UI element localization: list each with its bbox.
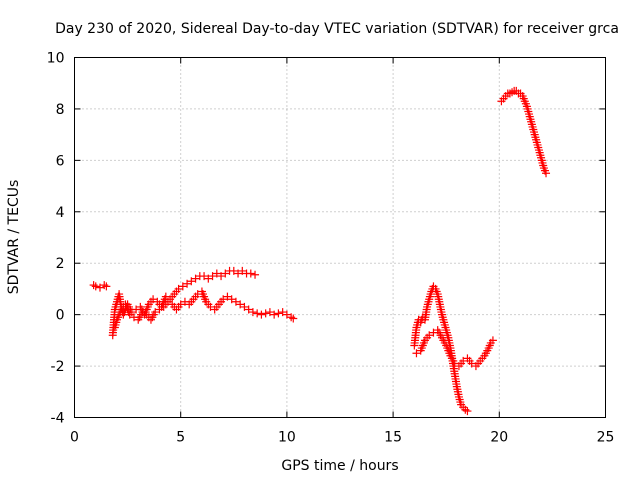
data-point [221, 269, 230, 278]
data-point [155, 305, 164, 314]
data-point [278, 308, 287, 317]
x-tick-label: 0 [70, 430, 79, 446]
data-point [234, 269, 243, 278]
grid [74, 57, 606, 418]
data-point [149, 295, 158, 304]
data-point [223, 292, 232, 301]
data-point [102, 282, 111, 291]
chart-title: Day 230 of 2020, Sidereal Day-to-day VTE… [55, 21, 619, 37]
data-point [257, 310, 266, 319]
axis-ticks: 0 5 10 15 20 25 -4 -2 0 2 4 6 8 10 [47, 51, 615, 446]
data-point [253, 309, 262, 318]
data-point [138, 308, 147, 317]
data-point [282, 310, 291, 319]
data-point [163, 297, 172, 306]
data-point [261, 309, 270, 318]
data-point [125, 310, 134, 319]
data-point [176, 300, 185, 309]
y-tick-label: 0 [56, 308, 65, 324]
x-tick-label: 20 [490, 430, 508, 446]
data-point [91, 282, 100, 291]
data-point [488, 336, 497, 345]
data-point [289, 314, 298, 323]
x-axis-label: GPS time / hours [281, 458, 398, 474]
plot-frame [74, 57, 606, 418]
x-tick-label: 15 [384, 430, 402, 446]
data-point [463, 407, 472, 416]
data-point [231, 297, 240, 306]
y-tick-label: 6 [56, 153, 65, 169]
data-point [274, 309, 283, 318]
series-morning-lower [110, 287, 298, 332]
data-point [251, 270, 260, 279]
data-point [412, 349, 421, 358]
y-axis-label: SDTVAR / TECUs [6, 180, 22, 295]
data-point [246, 269, 255, 278]
y-tick-label: 10 [47, 51, 65, 67]
data-point [191, 274, 200, 283]
data-point [200, 272, 209, 281]
data-point [227, 295, 236, 304]
data-point [174, 284, 183, 293]
data-point [248, 308, 257, 317]
data-point [270, 310, 279, 319]
data-point [238, 266, 247, 275]
data-point [204, 274, 213, 283]
data-point [187, 277, 196, 286]
data-points [89, 86, 551, 416]
data-point [219, 295, 228, 304]
series-evening [497, 86, 551, 178]
y-tick-label: 4 [56, 205, 65, 221]
data-point [425, 331, 434, 340]
y-tick-label: -2 [51, 359, 65, 375]
data-point [265, 308, 274, 317]
data-point [183, 279, 192, 288]
x-tick-label: 5 [176, 430, 185, 446]
data-point [212, 269, 221, 278]
y-tick-label: 2 [56, 256, 65, 272]
series-morning-upper [89, 281, 111, 292]
data-point [217, 272, 226, 281]
data-point [508, 88, 517, 97]
x-tick-label: 10 [278, 430, 296, 446]
data-point [229, 266, 238, 275]
data-point [178, 282, 187, 291]
data-point [151, 308, 160, 317]
data-point [208, 272, 217, 281]
y-tick-label: -4 [51, 411, 65, 427]
data-point [240, 302, 249, 311]
data-point [95, 283, 104, 292]
data-point [244, 305, 253, 314]
y-tick-label: 8 [56, 102, 65, 118]
x-tick-label: 25 [597, 430, 615, 446]
data-point [236, 300, 245, 309]
data-point [542, 169, 551, 178]
series-afternoon-loop [410, 282, 472, 416]
series-afternoon-band [412, 326, 497, 371]
